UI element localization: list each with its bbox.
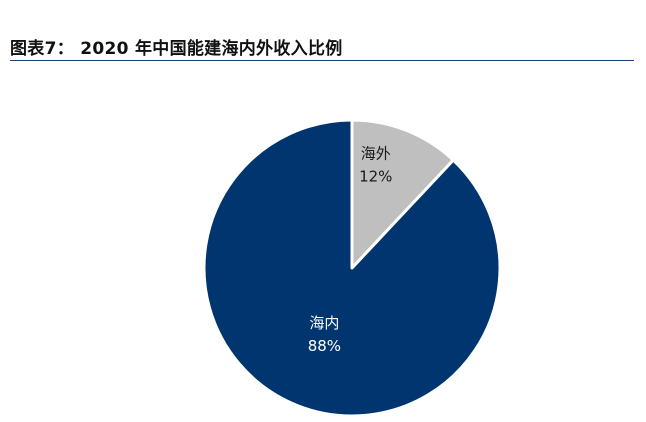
figure-header: 图表7： 2020 年中国能建海内外收入比例 [10, 34, 634, 59]
slice-value-label: 12% [359, 168, 392, 186]
title-divider [10, 60, 634, 61]
slice-category-label: 海内 [309, 314, 339, 332]
figure-title: 图表7： 2020 年中国能建海内外收入比例 [10, 39, 343, 59]
pie-slice-overseas [350, 118, 455, 270]
pie-slice-domestic [202, 118, 502, 418]
slice-category-label: 海外 [361, 145, 391, 163]
slice-value-label: 88% [308, 337, 341, 355]
